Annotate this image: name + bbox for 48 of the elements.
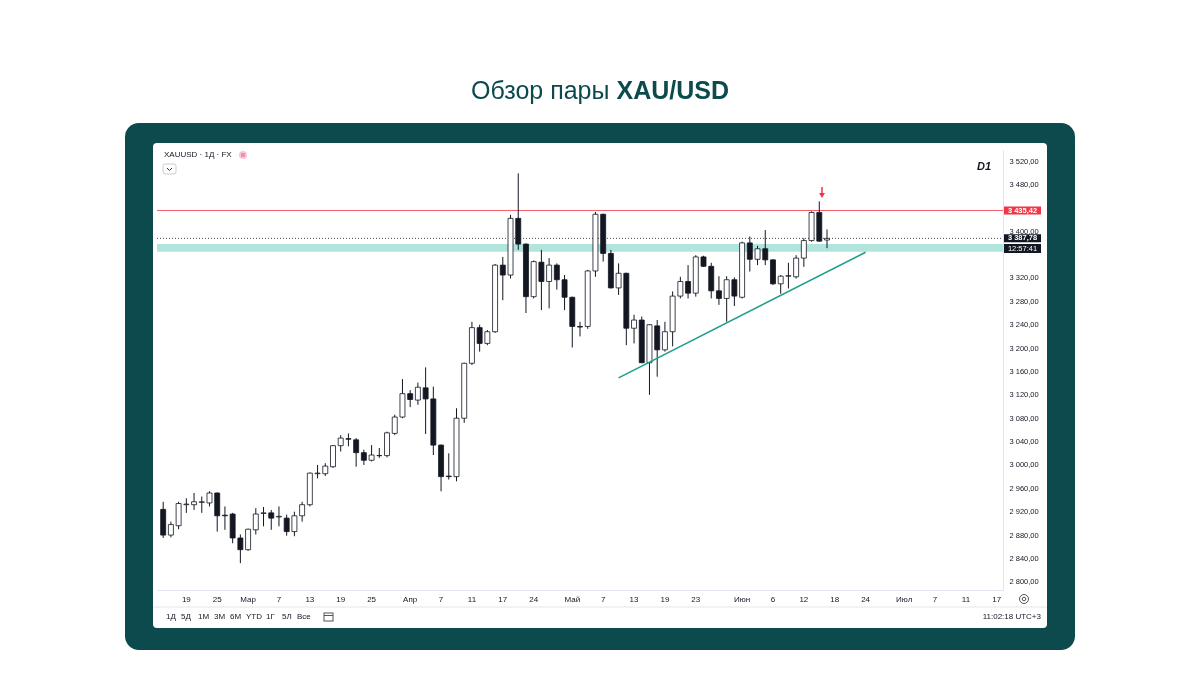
x-tick-label: 13 bbox=[629, 594, 640, 604]
x-tick-label: 17 bbox=[992, 594, 1002, 604]
candlestick bbox=[330, 444, 336, 469]
x-tick-label: 24 bbox=[529, 594, 539, 604]
x-tick-label: 7 bbox=[438, 594, 444, 604]
text: 1М bbox=[198, 612, 210, 622]
x-tick-label: Мар bbox=[240, 594, 257, 604]
candlestick bbox=[276, 505, 282, 527]
x-tick-label: 7 bbox=[276, 594, 282, 604]
x-tick-label: 19 bbox=[181, 594, 192, 604]
text: YTD bbox=[246, 612, 262, 622]
text: 1Д bbox=[166, 612, 176, 622]
x-tick-label: 24 bbox=[861, 594, 871, 604]
x-tick-label: Июл bbox=[896, 594, 913, 604]
x-tick-label: 19 bbox=[336, 594, 346, 604]
x-tick-label: 18 bbox=[830, 594, 840, 604]
text: Все bbox=[297, 612, 311, 622]
candlestick bbox=[685, 264, 691, 299]
candlestick bbox=[577, 321, 583, 337]
candlestick bbox=[191, 492, 197, 511]
candlestick bbox=[384, 431, 390, 458]
x-tick-label: 12 bbox=[799, 594, 809, 604]
x-tick-label: 6 bbox=[770, 594, 776, 604]
x-tick-label: 25 bbox=[367, 594, 377, 604]
x-tick-label: 13 bbox=[305, 594, 315, 604]
text: 5Л bbox=[282, 612, 292, 622]
x-tick-label: 11 bbox=[961, 594, 971, 604]
text: 3М bbox=[214, 612, 226, 622]
x-tick-label: 23 bbox=[691, 594, 701, 604]
candlestick bbox=[631, 314, 637, 344]
x-tick-label: 7 bbox=[932, 594, 938, 604]
x-tick-label: 11 bbox=[467, 594, 477, 604]
x-tick-label: Апр bbox=[403, 594, 418, 604]
text: 5Д bbox=[181, 612, 191, 622]
x-tick-label: Июн bbox=[734, 594, 751, 604]
text: 6М bbox=[230, 612, 242, 622]
annotation: D1 bbox=[977, 160, 992, 172]
x-tick-label: 25 bbox=[212, 594, 223, 604]
x-tick-label: 7 bbox=[600, 594, 606, 604]
text: 11:02:18 UTC+3 bbox=[982, 612, 1041, 622]
x-tick-label: 19 bbox=[660, 594, 670, 604]
x-tick-label: 17 bbox=[498, 594, 508, 604]
candlestick bbox=[716, 275, 722, 306]
text: 1Г bbox=[266, 612, 275, 622]
chart-title: Обзор пары XAU/USD bbox=[471, 76, 729, 104]
annotation: XAUUSD · 1Д · FX bbox=[164, 150, 232, 160]
x-tick-label: Май bbox=[564, 594, 581, 604]
candlestick bbox=[770, 258, 776, 286]
